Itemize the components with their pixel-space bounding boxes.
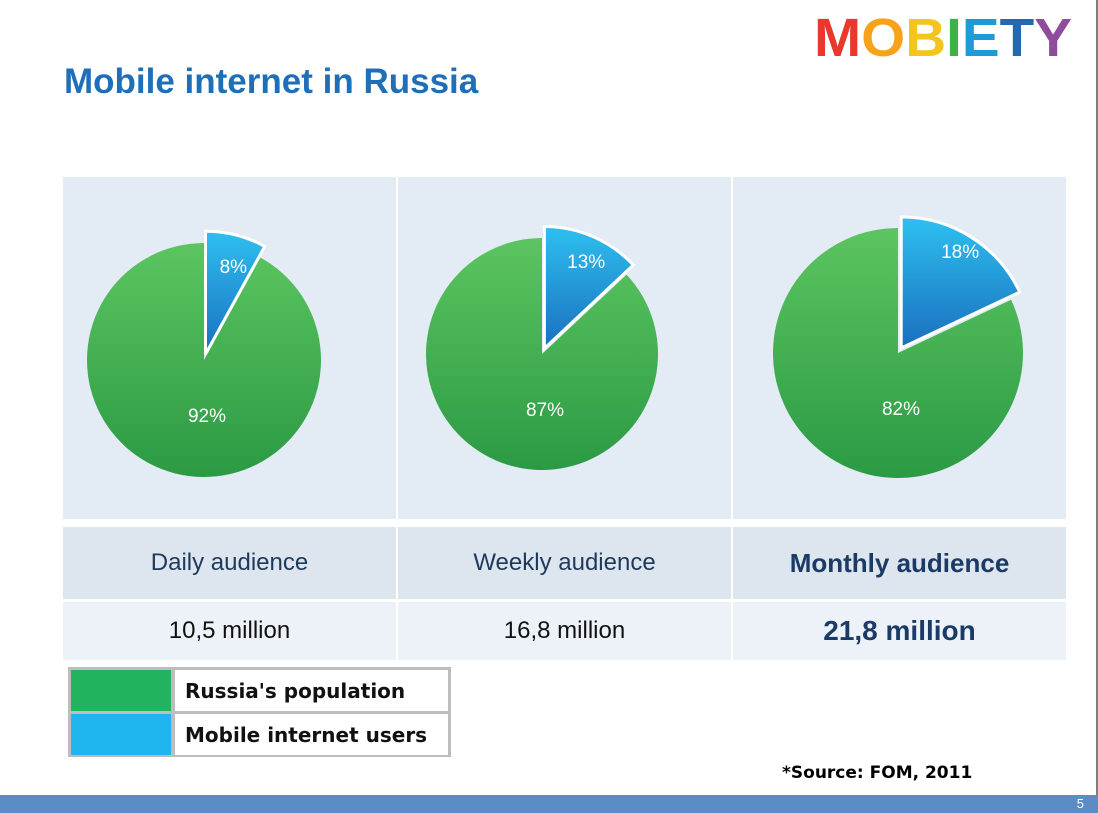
legend-item-mobile-users: Mobile internet users bbox=[71, 714, 448, 755]
pie-label-population: 92% bbox=[188, 406, 226, 427]
legend-label-population: Russia's population bbox=[175, 670, 448, 711]
logo-letter: E bbox=[962, 8, 1000, 64]
pie-label-mobile-users: 13% bbox=[567, 252, 605, 273]
pie-panel-monthly: 18% 82% bbox=[733, 177, 1066, 519]
mobiety-logo: MOBIETY bbox=[814, 8, 1072, 64]
audience-header-daily: Daily audience bbox=[63, 527, 396, 599]
pie-chart-weekly: 13% 87% bbox=[426, 224, 658, 470]
pie-chart-daily: 8% 92% bbox=[86, 229, 321, 477]
pie-slice-mobile-users bbox=[203, 229, 267, 355]
audience-header-monthly: Monthly audience bbox=[733, 527, 1066, 599]
legend-swatch-mobile-users bbox=[71, 714, 171, 755]
logo-letter: Y bbox=[1034, 8, 1072, 64]
pie-label-mobile-users: 18% bbox=[941, 242, 979, 263]
logo-letter: B bbox=[905, 8, 946, 64]
pie-panel-daily: 8% 92% bbox=[63, 177, 396, 519]
pie-slice-population bbox=[426, 238, 658, 470]
legend-item-population: Russia's population bbox=[71, 670, 448, 711]
pie-panel-weekly: 13% 87% bbox=[398, 177, 731, 519]
logo-letter: I bbox=[946, 8, 962, 64]
pie-slice-population bbox=[773, 228, 1023, 478]
logo-letter: M bbox=[814, 8, 861, 64]
slide-right-border bbox=[1096, 0, 1098, 795]
audience-value-weekly: 16,8 million bbox=[398, 602, 731, 660]
source-note: *Source: FOM, 2011 bbox=[782, 763, 973, 783]
legend-label-mobile-users: Mobile internet users bbox=[175, 714, 448, 755]
logo-letter: T bbox=[1000, 8, 1035, 64]
audience-value-monthly: 21,8 million bbox=[733, 602, 1066, 660]
legend-swatch-population bbox=[71, 670, 171, 711]
page-number: 5 bbox=[1076, 796, 1084, 811]
footer-bar: 5 bbox=[0, 795, 1098, 813]
pie-slice-mobile-users bbox=[899, 215, 1022, 351]
logo-text: MOBIETY bbox=[814, 8, 1072, 64]
pie-slice-population bbox=[86, 243, 321, 477]
chart-legend: Russia's population Mobile internet user… bbox=[68, 667, 451, 757]
audience-value-daily: 10,5 million bbox=[63, 602, 396, 660]
audience-header-weekly: Weekly audience bbox=[398, 527, 731, 599]
pie-label-population: 82% bbox=[882, 399, 920, 420]
pie-chart-monthly: 18% 82% bbox=[773, 215, 1023, 478]
pie-label-population: 87% bbox=[526, 400, 564, 421]
logo-letter: O bbox=[861, 8, 905, 64]
pie-label-mobile-users: 8% bbox=[220, 257, 248, 278]
slide-title: Mobile internet in Russia bbox=[64, 62, 479, 101]
pie-slice-mobile-users bbox=[542, 224, 636, 352]
